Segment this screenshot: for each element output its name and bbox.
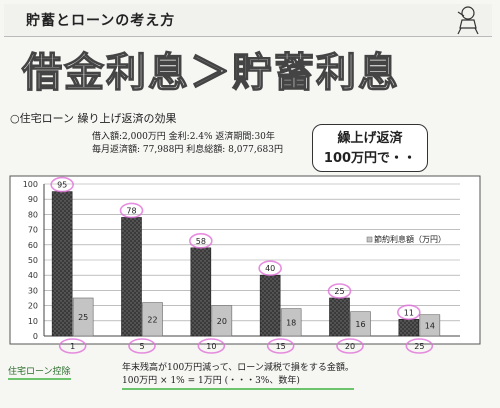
footer-line1: 年末残高が100万円減って、ローン減税で損をする金額。	[122, 363, 354, 373]
subtitle: ○住宅ローン 繰り上げ返済の効果	[10, 112, 177, 125]
loan-info: 借入額:2,000万円 金利:2.4% 返済期間:30年 毎月返済額: 77,9…	[92, 131, 283, 157]
bar-series2	[280, 308, 302, 337]
y-tick-label: 60	[28, 241, 38, 250]
headline: 借金利息＞貯蓄利息	[21, 49, 400, 96]
data-label-series2: 14	[425, 321, 435, 330]
callout-box: 繰上げ返済 100万円で・・	[312, 124, 428, 172]
callout-line1: 繰上げ返済	[337, 131, 403, 146]
bar-series1	[329, 297, 350, 337]
bar-series2	[211, 305, 233, 337]
y-tick-label: 40	[28, 271, 38, 280]
x-tick-label: 5	[139, 342, 144, 351]
x-tick-label: 10	[206, 342, 216, 351]
legend-swatch	[366, 236, 373, 243]
header-bar: 貯蓄とローンの考え方	[4, 4, 492, 37]
callout-line2: 100万円で・・	[323, 151, 417, 166]
y-tick-label: 0	[33, 332, 38, 341]
value-highlight	[258, 260, 282, 277]
y-tick-label: 20	[28, 302, 38, 311]
bar-series2	[72, 297, 94, 337]
bar-series1	[51, 191, 73, 337]
y-tick-label: 100	[23, 180, 38, 189]
data-label-series2: 20	[217, 317, 227, 326]
header-title: 貯蓄とローンの考え方	[26, 13, 176, 29]
category-highlight	[266, 338, 295, 354]
bar-series2	[350, 311, 371, 337]
data-label-series2: 18	[286, 318, 296, 327]
footer-left-label: 住宅ローン控除	[8, 364, 71, 380]
footer-line2: 100万円 × 1% = 1万円 (・・・3%、数年)	[122, 375, 354, 390]
x-tick-label: 1	[70, 342, 75, 351]
bar-series1	[121, 217, 142, 337]
footer-note: 年末残高が100万円減って、ローン減税で損をする金額。 100万円 × 1% =…	[122, 362, 354, 390]
y-tick-label: 90	[28, 195, 38, 204]
loan-info-line2: 毎月返済額: 77,988円 利息総額: 8,077,683円	[92, 145, 283, 155]
category-highlight	[58, 338, 87, 354]
bar-series1	[190, 247, 212, 337]
data-label-series1: 40	[265, 264, 275, 273]
character-illustration-icon	[457, 6, 479, 35]
y-tick-label: 30	[28, 286, 38, 295]
y-tick-label: 50	[28, 256, 38, 265]
category-highlight	[405, 338, 434, 354]
value-highlight	[119, 202, 144, 219]
category-highlight	[128, 338, 156, 354]
value-highlight	[50, 176, 74, 193]
data-label-series2: 22	[147, 315, 157, 324]
y-tick-label: 10	[28, 317, 38, 326]
bar-series2	[142, 302, 163, 337]
data-label-series2: 25	[78, 313, 88, 322]
value-highlight	[327, 283, 352, 299]
data-label-series1: 11	[404, 308, 414, 317]
value-highlight	[397, 304, 421, 321]
y-tick-label: 80	[28, 210, 38, 219]
data-label-series1: 78	[126, 206, 136, 215]
y-tick-label: 70	[28, 226, 38, 235]
bar-series1	[398, 318, 420, 337]
x-tick-label: 15	[276, 342, 286, 351]
data-label-series1: 95	[57, 181, 67, 190]
bar-series2	[419, 314, 441, 337]
category-highlight	[336, 338, 364, 354]
bar-series1	[259, 274, 281, 337]
x-tick-label: 20	[345, 342, 355, 351]
value-highlight	[189, 233, 213, 249]
x-tick-label: 25	[414, 342, 424, 351]
data-label-series2: 16	[355, 320, 365, 329]
legend-label: 節約利息額（万円）	[374, 234, 446, 244]
category-highlight	[197, 338, 226, 354]
loan-info-line1: 借入額:2,000万円 金利:2.4% 返済期間:30年	[92, 132, 275, 142]
data-label-series1: 58	[196, 237, 206, 246]
data-label-series1: 25	[334, 287, 344, 296]
